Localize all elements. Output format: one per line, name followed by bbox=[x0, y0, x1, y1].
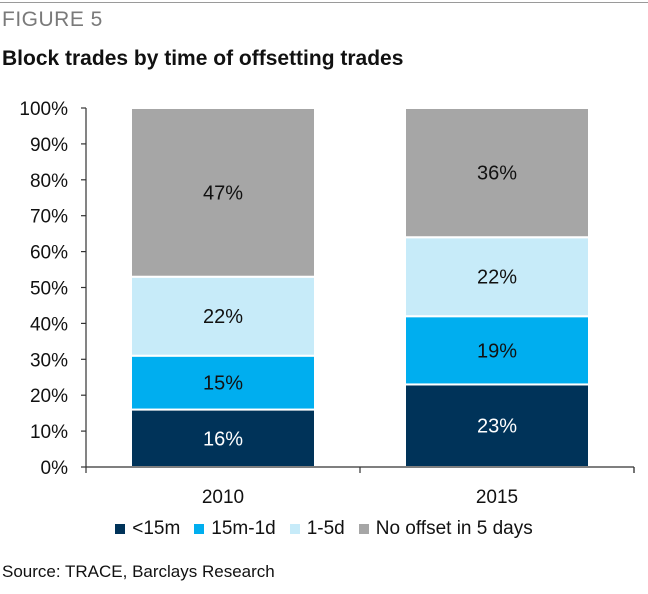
bar-segment bbox=[404, 107, 590, 239]
legend-label: 1-5d bbox=[306, 518, 345, 539]
y-tick-label: 10% bbox=[30, 422, 68, 443]
y-tick-label: 30% bbox=[30, 350, 68, 371]
legend-swatch bbox=[358, 524, 369, 534]
data-label: 22% bbox=[203, 306, 243, 328]
legend-swatch bbox=[194, 524, 205, 534]
data-label: 22% bbox=[477, 267, 517, 289]
y-tick-label: 70% bbox=[30, 207, 68, 228]
bar-segment bbox=[404, 315, 590, 386]
source-note: Source: TRACE, Barclays Research bbox=[2, 562, 275, 581]
data-label: 36% bbox=[477, 163, 517, 185]
legend-item: <15m bbox=[115, 518, 180, 540]
legend: <15m 15m-1d 1-5d No offset in 5 days bbox=[0, 518, 648, 540]
legend-label: 15m-1d bbox=[211, 518, 276, 539]
y-tick-label: 50% bbox=[30, 279, 68, 300]
bars: 16% 15% 22% 47% 23% 19% 22% 36% bbox=[130, 107, 590, 468]
legend-swatch bbox=[115, 524, 126, 534]
y-tick-label: 100% bbox=[19, 99, 68, 120]
data-label: 15% bbox=[203, 373, 243, 395]
bar-segment bbox=[130, 275, 316, 357]
top-rule bbox=[0, 2, 648, 3]
bar-segment bbox=[404, 236, 590, 318]
legend-swatch bbox=[289, 524, 300, 534]
y-tick-label: 90% bbox=[30, 135, 68, 156]
x-axis: 2010 2015 bbox=[85, 466, 635, 508]
legend-label: No offset in 5 days bbox=[375, 518, 533, 539]
y-tick-label: 20% bbox=[30, 386, 68, 407]
bar-segment bbox=[130, 408, 316, 468]
data-label: 16% bbox=[203, 428, 243, 450]
y-tick-label: 80% bbox=[30, 171, 68, 192]
y-tick-label: 40% bbox=[30, 314, 68, 335]
legend-item: 1-5d bbox=[289, 518, 345, 540]
x-tick-label: 2010 bbox=[202, 487, 244, 508]
data-label: 47% bbox=[203, 182, 243, 204]
bar-segment bbox=[404, 383, 590, 468]
figure-label: FIGURE 5 bbox=[2, 8, 103, 31]
y-axis: 0% 10% 20% 30% 40% 50% 60% 70% 80% 90% 100% bbox=[19, 99, 87, 479]
y-tick-label: 0% bbox=[41, 458, 69, 479]
legend-item: No offset in 5 days bbox=[358, 518, 533, 540]
y-tick-label: 60% bbox=[30, 243, 68, 264]
x-tick-label: 2015 bbox=[476, 487, 518, 508]
bar-segment bbox=[130, 107, 316, 278]
data-label: 19% bbox=[477, 340, 517, 362]
bar-segment bbox=[130, 354, 316, 411]
data-label: 23% bbox=[477, 416, 517, 438]
legend-item: 15m-1d bbox=[194, 518, 276, 540]
chart-title: Block trades by time of offsetting trade… bbox=[2, 47, 404, 70]
legend-label: <15m bbox=[132, 518, 181, 539]
